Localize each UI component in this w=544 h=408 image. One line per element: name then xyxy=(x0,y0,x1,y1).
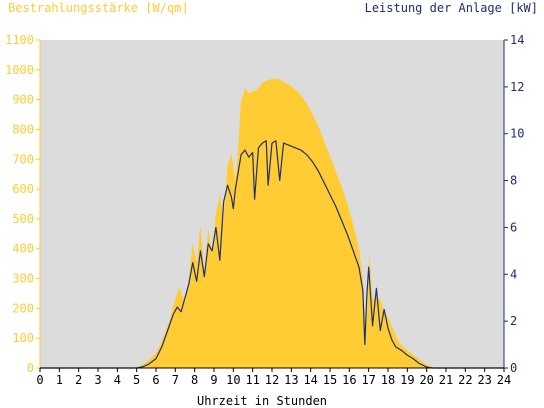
x-tick-label: 22 xyxy=(458,373,472,387)
left-y-tick-label: 1100 xyxy=(5,33,34,47)
power-line xyxy=(40,140,504,369)
left-y-tick-label: 100 xyxy=(12,331,34,345)
right-y-tick-label: 10 xyxy=(510,127,524,141)
left-y-tick-label: 500 xyxy=(12,212,34,226)
x-tick-label: 21 xyxy=(439,373,453,387)
x-tick-label: 24 xyxy=(497,373,511,387)
left-y-tick-label: 400 xyxy=(12,242,34,256)
left-y-tick-label: 800 xyxy=(12,122,34,136)
x-tick-label: 17 xyxy=(361,373,375,387)
right-y-tick-label: 14 xyxy=(510,33,524,47)
power-line-layer xyxy=(40,140,504,369)
x-tick-label: 11 xyxy=(245,373,259,387)
left-y-tick-label: 300 xyxy=(12,272,34,286)
x-tick-label: 3 xyxy=(94,373,101,387)
left-axis-title: Bestrahlungsstärke [W/qm] xyxy=(8,1,189,15)
x-tick-label: 14 xyxy=(303,373,317,387)
x-tick-label: 2 xyxy=(75,373,82,387)
x-tick-label: 12 xyxy=(265,373,279,387)
x-tick-label: 23 xyxy=(477,373,491,387)
x-tick-label: 6 xyxy=(152,373,159,387)
right-y-tick-label: 0 xyxy=(510,361,517,375)
x-tick-label: 19 xyxy=(400,373,414,387)
x-tick-label: 5 xyxy=(133,373,140,387)
x-tick-label: 4 xyxy=(114,373,121,387)
left-y-tick-label: 0 xyxy=(27,361,34,375)
right-axis-title: Leistung der Anlage [kW] xyxy=(364,1,538,15)
x-tick-label: 16 xyxy=(342,373,356,387)
left-y-tick-label: 900 xyxy=(12,93,34,107)
left-y-tick-label: 1000 xyxy=(5,63,34,77)
x-tick-label: 8 xyxy=(191,373,198,387)
x-tick-label: 9 xyxy=(210,373,217,387)
x-tick-label: 15 xyxy=(323,373,337,387)
x-tick-label: 10 xyxy=(226,373,240,387)
right-y-tick-label: 2 xyxy=(510,314,517,328)
right-y-tick-label: 4 xyxy=(510,267,517,281)
right-y-tick-label: 6 xyxy=(510,220,517,234)
irradiance-area-layer xyxy=(40,78,504,368)
left-y-tick-label: 600 xyxy=(12,182,34,196)
x-tick-label: 7 xyxy=(172,373,179,387)
axes: 0100200300400500600700800900100011000246… xyxy=(5,33,524,387)
irradiance-area xyxy=(40,78,504,368)
right-y-tick-label: 12 xyxy=(510,80,524,94)
left-y-tick-label: 200 xyxy=(12,301,34,315)
x-tick-label: 20 xyxy=(419,373,433,387)
x-tick-label: 18 xyxy=(381,373,395,387)
x-tick-label: 1 xyxy=(56,373,63,387)
x-axis-label: Uhrzeit in Stunden xyxy=(197,394,327,408)
left-y-tick-label: 700 xyxy=(12,152,34,166)
x-tick-label: 13 xyxy=(284,373,298,387)
x-tick-label: 0 xyxy=(36,373,43,387)
right-y-tick-label: 8 xyxy=(510,174,517,188)
